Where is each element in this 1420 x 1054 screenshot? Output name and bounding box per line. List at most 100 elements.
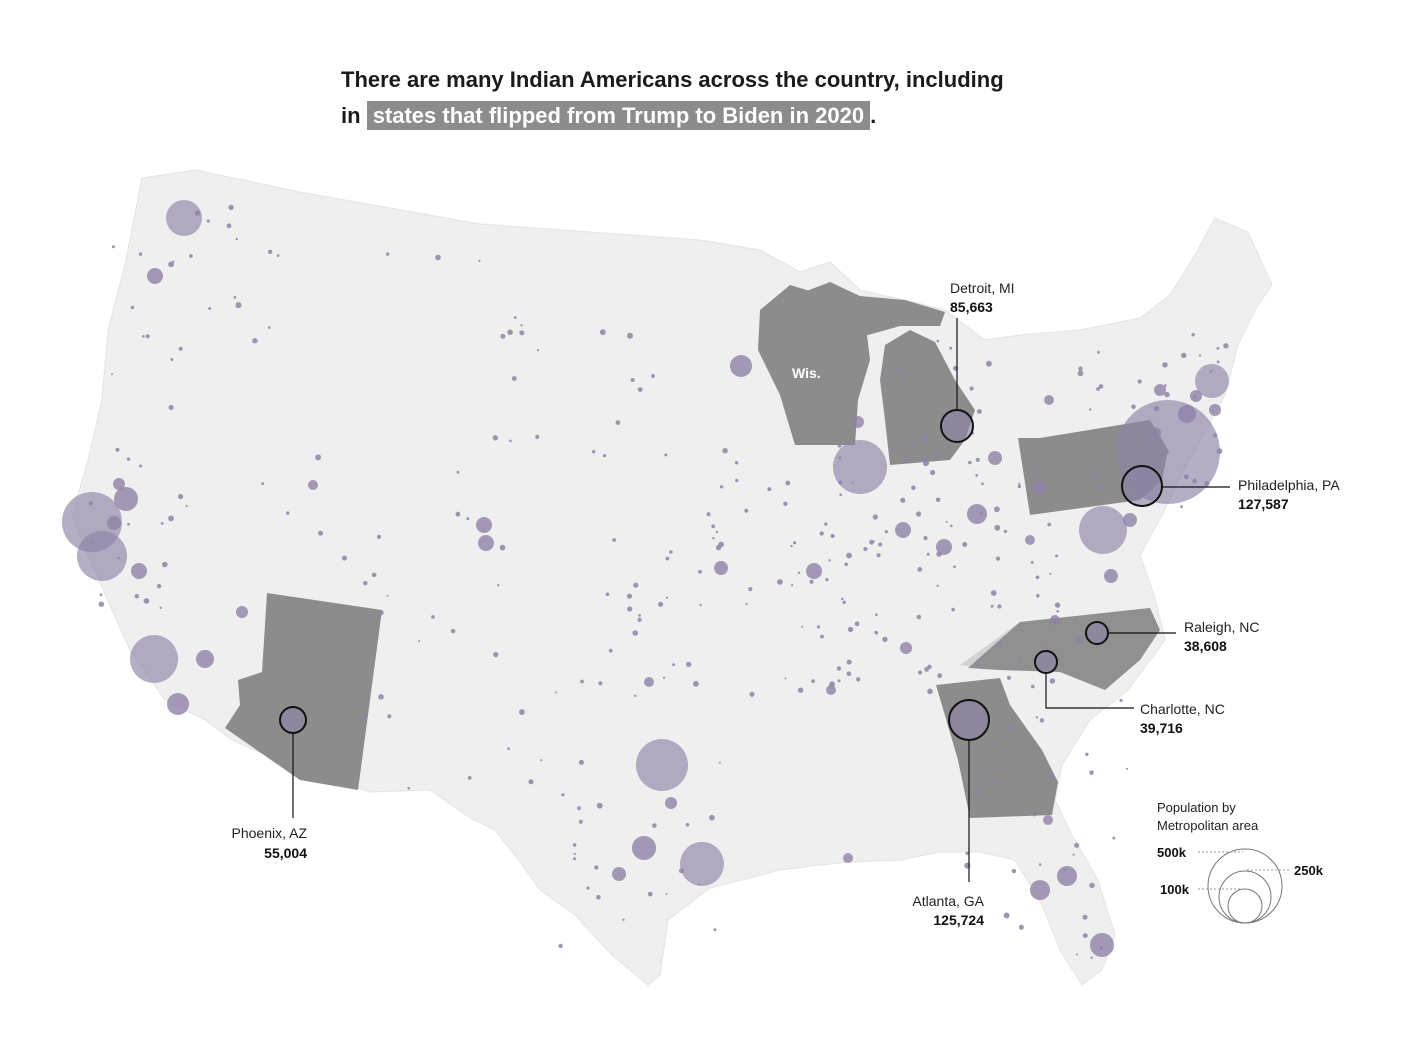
metro-dot [162,561,168,568]
metro-dot [722,448,728,454]
metro-dot [936,551,942,557]
metro-dot [975,792,979,796]
phoenix-name: Phoenix, AZ [232,825,308,841]
metro-bubble [730,355,752,377]
metro-dot [1137,379,1142,384]
phoenix-value: 55,004 [264,845,307,861]
metro-dot [968,460,972,465]
metro-dot [647,891,653,897]
detroit-value: 85,663 [950,299,993,315]
metro-dot [622,918,625,921]
metro-dot [995,556,1001,561]
metro-dot [977,664,980,668]
metro-dot [1216,347,1220,350]
metro-dot [978,769,983,774]
us-land [71,169,1273,986]
metro-dot [170,358,174,361]
phoenix-circle [279,706,307,734]
metro-dot [842,600,846,604]
metro-dot [924,667,929,672]
metro-dot [627,606,633,612]
metro-dot [1165,450,1169,454]
metro-dot [580,679,584,684]
metro-dot [1216,448,1223,454]
metro-bubble [1090,933,1114,957]
metro-dot [520,324,523,327]
metro-dot [927,688,933,695]
metro-bubble [644,677,654,687]
metro-dot [665,556,670,561]
callout-detroit: Detroit, MI 85,663 [940,280,1015,443]
metro-dot [935,497,941,503]
metro-dot [881,379,884,383]
metro-dot [718,541,724,548]
atlanta-value: 125,724 [933,912,984,928]
metro-dot [713,928,717,932]
metro-dot [1085,752,1089,756]
metro-dot [816,625,821,629]
metro-dot [1045,646,1049,651]
metro-dot [178,493,184,500]
metro-dot [1204,481,1210,487]
metro-bubble [1050,615,1060,625]
metro-bubble [1178,405,1196,423]
metro-dot [884,530,888,534]
metro-dot [986,360,992,367]
metro-dot [1008,724,1014,730]
metro-dot [918,670,923,675]
metro-dot [846,659,852,665]
metro-dot [599,329,606,336]
metro-dot [903,457,910,463]
legend-label-500k: 500k [1157,845,1187,860]
metro-dot [678,868,684,874]
metro-dot [994,506,1000,513]
metro-bubble [1057,866,1077,886]
metro-dot [632,630,638,636]
metro-dot [456,470,460,474]
legend-circle-500k [1207,848,1283,924]
metro-dot [665,892,668,895]
metro-dot [924,433,928,437]
metro-dot [969,386,974,391]
metro-dot [851,481,854,484]
metro-dot [168,261,175,268]
metro-dot [235,237,238,241]
metro-bubble [167,693,189,715]
metro-dot [363,581,368,586]
philadelphia-circle [1121,465,1163,507]
metro-bubble [967,504,987,524]
metro-dot [160,522,164,525]
metro-dot [1054,602,1061,608]
metro-dot [992,778,998,784]
metro-dot [1048,774,1054,780]
metro-dot [387,714,392,719]
metro-bubble [236,606,248,618]
metro-dot [1036,594,1040,598]
metro-dot [975,474,979,477]
metro-dot [500,333,506,339]
metro-dot [990,590,997,596]
metro-bubble [130,635,178,683]
metro-dot [863,546,868,552]
metro-dot [836,666,842,671]
metro-dot [605,592,610,597]
metro-dot [801,625,804,628]
metro-dot [1213,433,1218,438]
metro-dot [829,681,835,688]
metro-dot [598,681,603,686]
metro-dot [634,694,637,697]
metro-dot [900,497,906,503]
metro-dot [1056,610,1059,613]
metro-dot [824,522,828,526]
metro-dot [627,332,633,339]
metro-dot [371,572,377,578]
metro-dot [208,307,212,310]
metro-dot [837,679,841,683]
metro-dot [734,461,739,465]
metro-dot [1049,572,1052,575]
metro-dot [950,524,953,528]
metro-dot [233,295,237,299]
metro-dot [953,565,956,569]
metro-dot [874,630,878,635]
metro-dot [825,578,829,582]
